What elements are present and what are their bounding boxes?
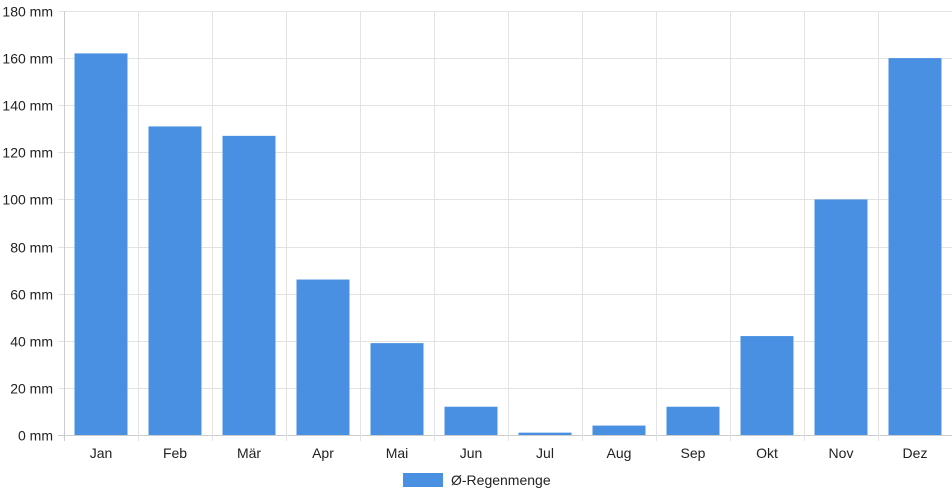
bars: [74, 53, 942, 436]
x-tick-label: Jul: [536, 445, 554, 461]
y-tick-label: 140 mm: [2, 98, 53, 114]
bar[interactable]: [592, 425, 646, 435]
legend[interactable]: Ø-Regenmenge: [403, 472, 551, 488]
bar[interactable]: [518, 432, 572, 435]
x-axis: Jan Feb Mär Apr Mai Jun Jul Aug Sep Okt Nov Dez: [90, 445, 928, 461]
x-tick-label: Mär: [237, 445, 261, 461]
y-tick-label: 40 mm: [10, 334, 53, 350]
y-tick-label: 180 mm: [2, 4, 53, 20]
x-tick-label: Okt: [756, 445, 778, 461]
legend-label: Ø-Regenmenge: [451, 472, 551, 488]
x-tick-label: Dez: [903, 445, 928, 461]
bar[interactable]: [888, 58, 942, 435]
y-tick-label: 20 mm: [10, 381, 53, 397]
y-tick-label: 80 mm: [10, 240, 53, 256]
bar[interactable]: [814, 199, 868, 435]
x-tick-label: Aug: [607, 445, 632, 461]
x-tick-label: Jun: [460, 445, 483, 461]
y-tick-label: 120 mm: [2, 145, 53, 161]
x-tick-label: Nov: [829, 445, 854, 461]
y-axis: 0 mm 20 mm 40 mm 60 mm 80 mm 100 mm 120 mm 140 …: [2, 4, 53, 444]
legend-swatch: [403, 473, 443, 487]
bar[interactable]: [296, 279, 350, 435]
bar[interactable]: [74, 53, 128, 436]
bar[interactable]: [148, 126, 202, 435]
y-tick-label: 160 mm: [2, 51, 53, 67]
x-tick-label: Feb: [163, 445, 187, 461]
bar[interactable]: [222, 135, 276, 435]
x-tick-label: Apr: [312, 445, 334, 461]
x-tick-label: Jan: [90, 445, 113, 461]
bar[interactable]: [444, 406, 498, 435]
rainfall-bar-chart: 0 mm 20 mm 40 mm 60 mm 80 mm 100 mm 120 mm 140 …: [2, 4, 952, 461]
grid-lines: [58, 11, 952, 441]
y-tick-label: 0 mm: [18, 428, 53, 444]
bar[interactable]: [740, 336, 794, 435]
x-tick-label: Mai: [386, 445, 409, 461]
bar[interactable]: [666, 406, 720, 435]
bar[interactable]: [370, 343, 424, 435]
x-tick-label: Sep: [681, 445, 706, 461]
y-tick-label: 100 mm: [2, 192, 53, 208]
y-tick-label: 60 mm: [10, 287, 53, 303]
